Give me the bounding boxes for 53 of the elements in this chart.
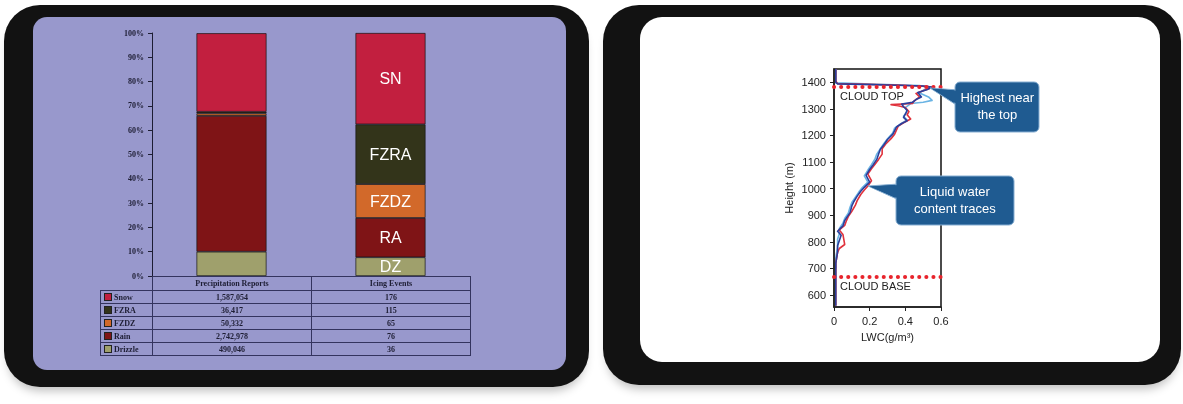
data-label: FZRA — [369, 145, 412, 163]
text: 36 — [311, 342, 471, 356]
text: 490,046 — [152, 342, 312, 356]
y-tick-label: 60% — [128, 125, 144, 135]
y-tick-label: 70% — [128, 101, 144, 111]
y-tick-label: 900 — [807, 209, 826, 222]
y-tick-label: 30% — [128, 198, 144, 208]
y-tick-label: 20% — [128, 222, 144, 232]
y-tick-label: 40% — [128, 174, 144, 184]
text: 176 — [311, 290, 471, 304]
y-tick-label: 10% — [128, 247, 144, 257]
y-tick-label: 800 — [807, 235, 826, 248]
legend-label: Drizzle — [100, 342, 153, 356]
y-tick-label: 1300 — [801, 102, 826, 115]
y-tick-label: 80% — [128, 77, 144, 87]
x-tick-label: Precipitation Reports — [152, 276, 312, 291]
ref-line-label: CLOUD BASE — [840, 279, 911, 292]
y-axis-title: Height (m) — [782, 162, 795, 214]
text: 50,332 — [152, 316, 312, 330]
text: 115 — [311, 303, 471, 317]
text: 2,742,978 — [152, 329, 312, 343]
text: 65 — [311, 316, 471, 330]
data-label: SN — [379, 70, 402, 88]
y-tick-label: 1200 — [801, 129, 826, 142]
ref-line-label: CLOUD TOP — [840, 89, 904, 102]
bar — [196, 33, 267, 112]
data-label: DZ — [379, 258, 402, 276]
legend-label: Rain — [100, 329, 153, 343]
y-tick-label: 100% — [124, 28, 144, 38]
y-tick-label: 90% — [128, 52, 144, 62]
x-tick-label: 0 — [830, 314, 838, 327]
y-tick-label: 700 — [807, 262, 826, 275]
y-tick-label: 1100 — [802, 156, 826, 169]
legend-label: Snow — [100, 290, 153, 304]
y-tick-label: 600 — [807, 289, 826, 302]
legend-label: FZRA — [100, 303, 153, 317]
y-tick-label: 50% — [128, 150, 144, 159]
x-tick-label: Icing Events — [311, 276, 471, 291]
x-tick-label: 0.2 — [862, 314, 878, 327]
text: 76 — [311, 329, 471, 343]
y-tick-label: 1400 — [801, 76, 826, 89]
data-label: FZDZ — [370, 192, 412, 210]
annotation: Highest near the top — [955, 81, 1040, 132]
text: 1,587,054 — [152, 290, 312, 304]
y-tick-label: 1000 — [801, 182, 826, 195]
x-tick-label: 0.4 — [897, 314, 913, 327]
x-axis-title: LWC(g/m³) — [861, 330, 914, 343]
y-tick-label: 0% — [132, 271, 144, 281]
data-label: RA — [379, 229, 402, 247]
legend-label: FZDZ — [100, 316, 153, 330]
x-tick-label: 0.6 — [933, 314, 949, 327]
text: 36,417 — [152, 303, 312, 317]
annotation: Liquid water content traces — [895, 176, 1014, 225]
